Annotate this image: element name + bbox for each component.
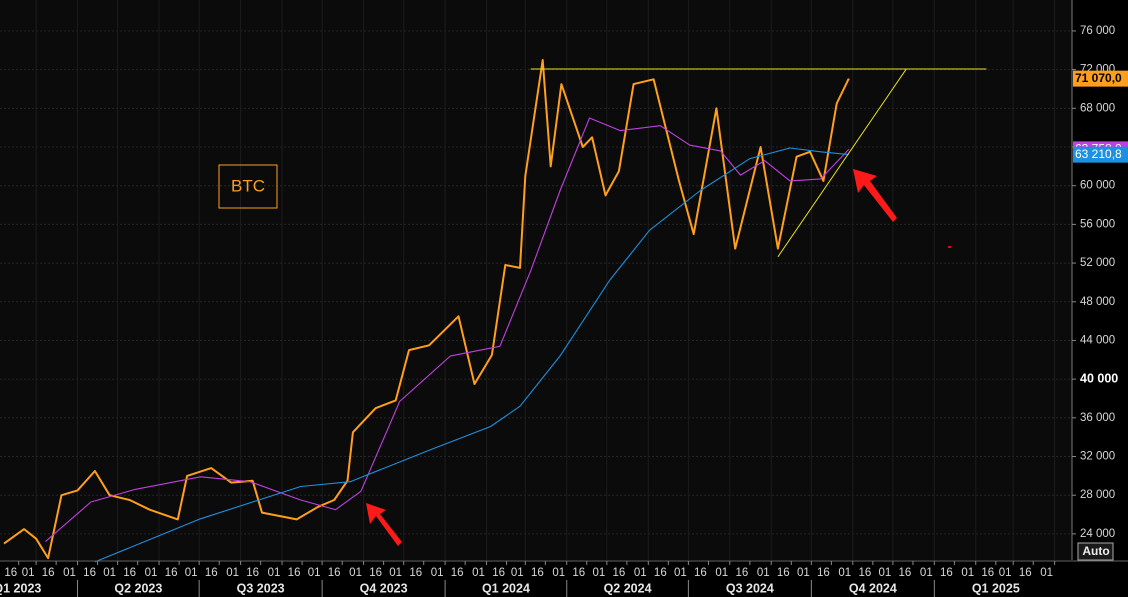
quarter-label: Q2 2024 [604, 581, 652, 595]
x-tick-label: 16 [369, 567, 382, 579]
x-tick-label: 16 [531, 567, 544, 579]
x-tick-label: 01 [389, 567, 402, 579]
x-tick-label: 16 [858, 567, 871, 579]
x-tick-label: 01 [349, 567, 362, 579]
x-tick-label: 16 [42, 567, 55, 579]
x-tick-label: 16 [1019, 567, 1032, 579]
button-frame[interactable] [1077, 542, 1114, 561]
quarter-label: Q1 2023 [0, 581, 41, 595]
marker-dot [948, 246, 951, 248]
x-tick-label: 16 [572, 567, 585, 579]
x-tick-label: 16 [246, 567, 259, 579]
x-tick-label: 01 [185, 567, 198, 579]
x-tick-label: 01 [472, 567, 485, 579]
last-value-label: 71 070,0 [1075, 71, 1122, 85]
x-tick-label: 01 [920, 567, 933, 579]
y-tick-label: 44 000 [1080, 334, 1115, 346]
x-tick-label: 01 [878, 567, 891, 579]
auto-button[interactable]: Auto [1077, 542, 1114, 561]
x-tick-label: 01 [592, 567, 605, 579]
button-label[interactable]: Auto [1082, 544, 1109, 558]
last-value-tag [1073, 146, 1128, 163]
arrow [366, 503, 402, 546]
y-tick-label: 40 000 [1080, 371, 1118, 385]
x-tick-label: 01 [961, 567, 974, 579]
x-tick-label: 16 [83, 567, 96, 579]
x-tick-label: 16 [612, 567, 625, 579]
x-tick-label: 01 [838, 567, 851, 579]
y-tick-label: 32 000 [1080, 451, 1115, 463]
quarter-label: Q1 2024 [482, 581, 530, 595]
series-line [45, 117, 850, 543]
series-line [3, 59, 850, 560]
x-tick-label: 01 [431, 567, 444, 579]
x-tick-label: 01 [797, 567, 810, 579]
axis-labels: 24 000 28 000 32 000 36 000 40 000 44 000 48 0… [0, 25, 1128, 597]
x-tick-label: 16 [165, 567, 178, 579]
x-tick-label: 16 [205, 567, 218, 579]
y-tick-label: 52 000 [1080, 257, 1115, 269]
x-tick-label: 16 [328, 567, 341, 579]
x-tick-label: 16 [817, 567, 830, 579]
x-tick-label: 01 [511, 567, 524, 579]
x-tick-label: 01 [103, 567, 116, 579]
x-tick-label: 01 [634, 567, 647, 579]
grid [0, 0, 1072, 560]
x-tick-label: 01 [308, 567, 321, 579]
x-tick-label: 16 [694, 567, 707, 579]
x-tick-label: 16 [777, 567, 790, 579]
x-tick-label: 16 [451, 567, 464, 579]
x-tick-label: 16 [123, 567, 136, 579]
y-tick-label: 68 000 [1080, 102, 1115, 114]
quarter-label: Q4 2024 [849, 581, 897, 595]
x-tick-label: 16 [409, 567, 422, 579]
x-tick-label: 16 [735, 567, 748, 579]
x-tick-label: 01 [145, 567, 158, 579]
quarter-label: Q2 2023 [114, 581, 162, 595]
last-value-tag [1073, 70, 1128, 87]
last-value-label: 63 210,8 [1075, 147, 1122, 161]
x-tick-label: 16 [492, 567, 505, 579]
quarter-label: Q3 2024 [726, 581, 774, 595]
x-tick-label: 16 [654, 567, 667, 579]
y-tick-label: 56 000 [1080, 218, 1115, 230]
x-tick-label: 01 [22, 567, 35, 579]
y-tick-label: 60 000 [1080, 180, 1115, 192]
x-tick-label: 01 [757, 567, 770, 579]
quarter-label: Q3 2023 [237, 581, 285, 595]
y-tick-label: 36 000 [1080, 412, 1115, 424]
title-box [218, 164, 278, 209]
arrow [853, 169, 897, 222]
y-tick-label: 48 000 [1080, 296, 1115, 308]
y-tick-label: 28 000 [1080, 489, 1115, 501]
series-layer [3, 59, 987, 563]
x-tick-label: 01 [552, 567, 565, 579]
x-tick-label: 16 [4, 567, 17, 579]
chart-title: BTC [231, 176, 265, 195]
x-tick-label: 01 [674, 567, 687, 579]
x-tick-label: 01 [999, 567, 1012, 579]
x-tick-label: 01 [268, 567, 281, 579]
series-line [94, 147, 849, 563]
x-tick-label: 16 [981, 567, 994, 579]
y-tick-label: 76 000 [1080, 25, 1115, 37]
y-tick-label: 24 000 [1080, 528, 1115, 540]
x-tick-label: 01 [1040, 567, 1053, 579]
x-tick-label: 01 [715, 567, 728, 579]
quarter-label: Q4 2023 [360, 581, 408, 595]
quarter-label: Q1 2025 [972, 581, 1020, 595]
x-tick-label: 16 [940, 567, 953, 579]
x-tick-label: 16 [899, 567, 912, 579]
plot-area [0, 0, 1072, 560]
trendline [777, 68, 907, 258]
x-tick-label: 16 [288, 567, 301, 579]
x-tick-label: 01 [63, 567, 76, 579]
x-tick-label: 01 [226, 567, 239, 579]
